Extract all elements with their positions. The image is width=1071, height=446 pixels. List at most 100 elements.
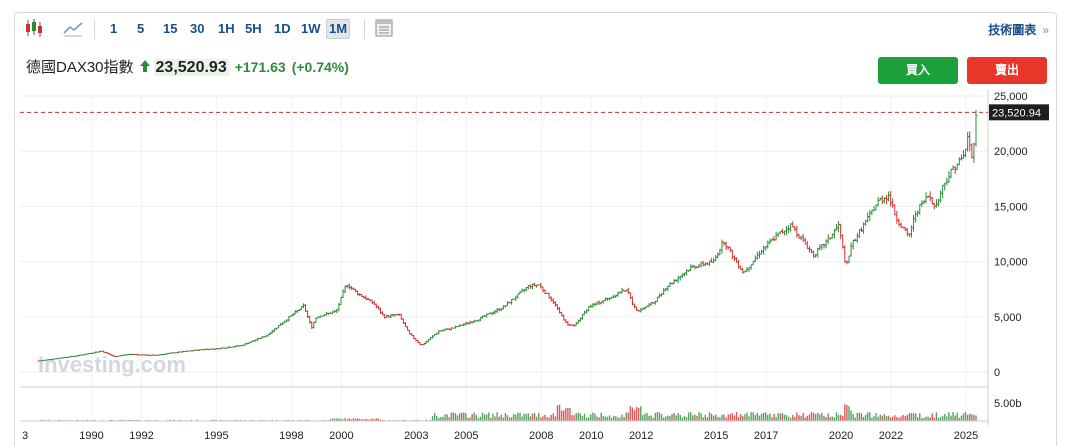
- ohlc-bar: [404, 321, 407, 328]
- ohlc-bar: [566, 321, 570, 327]
- area-chart-icon[interactable]: [62, 17, 84, 39]
- x-tick-label: 1995: [204, 430, 228, 442]
- x-tick-label: 2003: [404, 430, 428, 442]
- volume-bar: [717, 417, 719, 421]
- ohlc-bar: [585, 309, 588, 314]
- ohlc-bar: [910, 225, 913, 238]
- volume-bar: [852, 414, 854, 421]
- volume-bar: [725, 417, 727, 421]
- volume-bar: [827, 413, 829, 421]
- volume-bar: [196, 419, 198, 421]
- volume-bar: [550, 414, 552, 421]
- timeframe-1w[interactable]: 1W: [301, 21, 321, 36]
- y-tick-label: 15,000: [994, 201, 1028, 213]
- volume-bar: [740, 414, 742, 421]
- chevron-right-icon: »: [1042, 23, 1049, 37]
- volume-bar: [560, 410, 563, 421]
- candlestick-icon[interactable]: [23, 17, 45, 39]
- x-tick-label: 2010: [579, 430, 603, 442]
- volume-bar: [956, 412, 958, 421]
- timeframe-1m[interactable]: 1M: [326, 19, 351, 39]
- timeframe-1h[interactable]: 1H: [218, 21, 235, 36]
- timeframe-1d[interactable]: 1D: [274, 21, 291, 36]
- price-change: +171.63: [234, 59, 286, 75]
- volume-bar: [363, 419, 365, 421]
- volume-bar: [758, 415, 761, 421]
- table-icon[interactable]: [373, 17, 395, 39]
- volume-bar: [346, 419, 348, 421]
- ohlc-bar: [781, 228, 784, 234]
- volume-bar: [494, 416, 496, 421]
- ohlc-bar: [699, 261, 703, 268]
- ohlc-bar: [724, 241, 728, 250]
- volume-bar: [802, 412, 804, 421]
- ohlc-bar: [506, 301, 509, 307]
- ohlc-bar: [556, 304, 559, 311]
- sell-button[interactable]: 賣出: [967, 57, 1047, 84]
- volume-bar: [379, 419, 382, 421]
- arrow-up-icon: [139, 58, 150, 78]
- ohlc-bar: [499, 307, 503, 312]
- buy-button[interactable]: 買入: [878, 57, 958, 84]
- timeframe-5h[interactable]: 5H: [245, 21, 262, 36]
- x-tick-label: 2008: [529, 430, 553, 442]
- ohlc-bar: [516, 293, 520, 299]
- volume-bar: [592, 412, 594, 421]
- volume-bar: [971, 414, 973, 421]
- volume-bar: [839, 414, 842, 421]
- current-price-label: 23,520.94: [989, 104, 1049, 121]
- volume-bar: [565, 408, 567, 421]
- volume-bar: [862, 416, 865, 421]
- volume-bar: [481, 412, 484, 421]
- ohlc-bar: [728, 246, 732, 253]
- volume-bar: [554, 416, 557, 421]
- volume-bar: [685, 417, 688, 421]
- volume-bar: [850, 410, 852, 421]
- volume-bar: [767, 414, 769, 421]
- volume-bar: [854, 417, 856, 421]
- timeframe-5[interactable]: 5: [137, 21, 145, 36]
- volume-bar: [712, 415, 715, 421]
- x-tick-label: 1998: [279, 430, 303, 442]
- volume-bar: [631, 407, 634, 421]
- technical-chart-link[interactable]: 技術圖表 »: [988, 21, 1049, 38]
- volume-bar: [252, 419, 255, 421]
- quote-header: 德國DAX30指數 23,520.93 +171.63 (+0.74%): [26, 57, 349, 77]
- volume-bar: [823, 415, 825, 421]
- volume-bar: [935, 412, 938, 421]
- volume-bar: [731, 412, 734, 421]
- ohlc-bar: [905, 227, 909, 237]
- volume-bar: [523, 413, 525, 421]
- volume-bar: [856, 413, 859, 421]
- volume-bar: [871, 417, 873, 421]
- timeframe-15[interactable]: 15: [163, 21, 178, 36]
- volume-bar: [754, 415, 756, 421]
- volume-bar: [479, 416, 482, 421]
- ohlc-bar: [914, 210, 917, 223]
- volume-bar: [510, 417, 513, 421]
- volume-bar: [361, 419, 363, 421]
- volume-bar: [808, 414, 811, 421]
- volume-bar: [883, 413, 886, 421]
- volume-bar: [750, 412, 752, 421]
- volume-bar: [921, 417, 923, 421]
- ohlc-bar: [785, 226, 788, 236]
- chart-widget-frame: [14, 12, 1057, 446]
- volume-bar: [842, 416, 844, 421]
- volume-bar: [588, 417, 590, 421]
- volume-bar: [473, 412, 475, 421]
- volume-bar: [931, 413, 933, 421]
- volume-bar: [169, 419, 171, 421]
- volume-bar: [42, 419, 44, 421]
- volume-bar: [746, 412, 748, 421]
- ohlc-bar: [647, 303, 651, 308]
- volume-bar: [958, 417, 961, 421]
- volume-bar: [894, 415, 896, 421]
- ohlc-bar: [541, 286, 545, 293]
- volume-bar: [650, 415, 652, 421]
- timeframe-30[interactable]: 30: [190, 21, 205, 36]
- volume-bar: [519, 412, 521, 421]
- volume-bar: [742, 416, 744, 421]
- timeframe-1[interactable]: 1: [110, 21, 118, 36]
